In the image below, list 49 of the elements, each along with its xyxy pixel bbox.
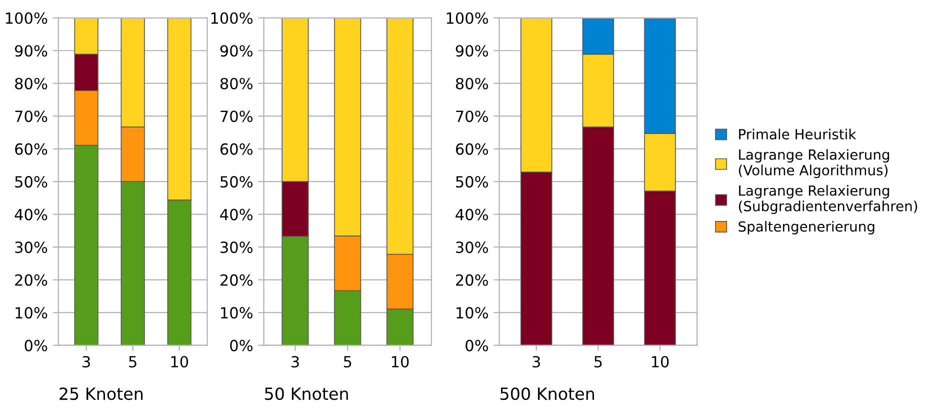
y-tick-label: 0% [24, 340, 48, 352]
x-tick-label: 5 [129, 356, 136, 368]
y-tick-label: 10% [16, 307, 48, 319]
y-tick-label: 90% [456, 45, 488, 57]
x-tick-label: 3 [82, 356, 90, 368]
y-tick-label: 30% [15, 242, 48, 254]
y-tick-label: 60% [220, 143, 252, 155]
y-tick-label: 90% [220, 45, 252, 57]
x-axis-title: 500 Knoten [500, 387, 594, 400]
y-tick-label: 50% [456, 176, 488, 188]
legend-label: Lagrange Relaxierung (Subgradientenverfahren) [738, 185, 918, 214]
y-tick-label: 80% [456, 78, 488, 90]
y-tick-label: 10% [221, 307, 252, 319]
y-tick-label: 30% [456, 242, 488, 254]
x-tick-label: 5 [594, 356, 602, 368]
y-tick-label: 0% [230, 340, 252, 352]
legend-label: Spaltengenerierung [738, 220, 874, 234]
y-tick-label: 0% [466, 340, 488, 352]
x-tick-label: 10 [652, 356, 669, 368]
y-tick-label: 100% [6, 12, 48, 24]
y-tick-label: 20% [220, 274, 252, 286]
y-tick-label: 100% [446, 12, 488, 24]
x-tick-label: 3 [532, 356, 540, 368]
y-tick-label: 80% [220, 78, 252, 90]
legend-label: Lagrange Relaxierung (Volume Algorithmus) [738, 149, 890, 178]
legend-label: Primale Heuristik [739, 128, 856, 140]
y-tick-label: 40% [14, 208, 48, 220]
y-tick-label: 20% [15, 274, 48, 286]
y-tick-label: 70% [220, 110, 252, 122]
y-tick-label: 90% [14, 45, 48, 57]
x-tick-label: 10 [392, 356, 409, 368]
y-tick-label: 70% [15, 110, 48, 122]
y-tick-label: 80% [15, 78, 48, 90]
x-tick-label: 10 [171, 356, 188, 368]
x-tick-label: 3 [292, 356, 299, 368]
y-tick-label: 20% [456, 274, 488, 286]
y-tick-label: 40% [220, 208, 252, 220]
y-tick-label: 70% [456, 110, 488, 122]
x-axis-title: 50 Knoten [265, 387, 348, 400]
y-tick-label: 60% [15, 143, 48, 155]
y-tick-label: 50% [15, 176, 48, 188]
y-tick-label: 100% [211, 12, 252, 24]
y-tick-label: 30% [220, 242, 252, 254]
x-axis-title: 25 Knoten [60, 387, 143, 400]
y-tick-label: 10% [456, 307, 488, 319]
y-tick-label: 60% [456, 143, 488, 155]
x-tick-label: 5 [344, 356, 352, 368]
y-tick-label: 40% [456, 208, 488, 220]
y-tick-label: 50% [220, 176, 252, 188]
